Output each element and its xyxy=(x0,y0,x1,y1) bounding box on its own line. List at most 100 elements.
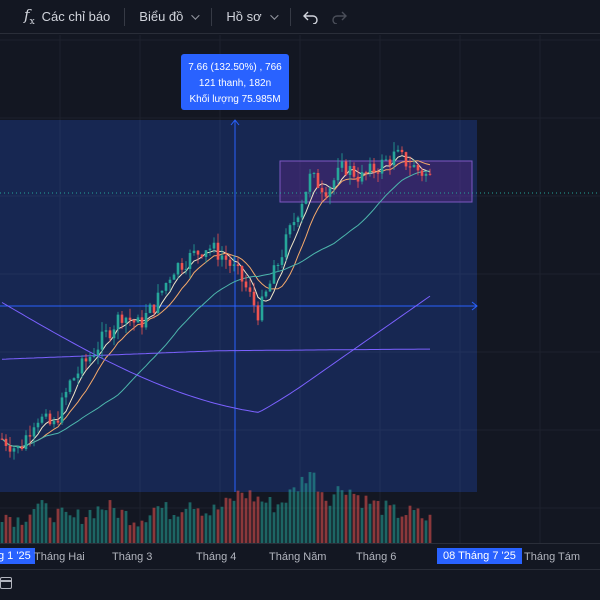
volume-bar xyxy=(8,517,12,543)
candle-body xyxy=(380,159,384,174)
volume-bar xyxy=(132,522,136,543)
candle-body xyxy=(240,266,244,282)
volume-bar xyxy=(376,500,380,543)
candle-body xyxy=(308,173,312,192)
volume-bar xyxy=(212,504,216,543)
candle-body xyxy=(52,420,56,425)
candle-body xyxy=(272,265,276,284)
candle-body xyxy=(120,314,124,323)
profile-dropdown[interactable]: Hồ sơ xyxy=(218,0,283,34)
time-label-selected: 08 Tháng 7 '25 xyxy=(437,548,522,564)
time-label-aug: Tháng Tám xyxy=(524,551,581,563)
volume-bar xyxy=(140,520,144,543)
candle-body xyxy=(428,173,432,175)
volume-bar xyxy=(156,506,160,543)
volume-bar xyxy=(88,509,92,543)
volume-bar xyxy=(264,502,268,543)
volume-bar xyxy=(72,517,76,543)
candle-body xyxy=(404,152,408,167)
candle-body xyxy=(392,151,396,166)
candle-body xyxy=(424,173,428,176)
candle-body xyxy=(292,222,296,226)
consolidation-rectangle[interactable] xyxy=(279,160,473,203)
candle-body xyxy=(84,358,88,362)
candle-body xyxy=(264,291,268,297)
profile-label: Hồ sơ xyxy=(226,9,262,24)
chevron-down-icon xyxy=(269,10,279,20)
volume-bar xyxy=(208,515,212,543)
undo-button[interactable] xyxy=(297,0,325,34)
top-toolbar: fx Các chỉ báo Biểu đồ Hồ sơ xyxy=(0,0,600,34)
candle-body xyxy=(112,329,116,339)
candle-body xyxy=(336,167,340,181)
volume-bar xyxy=(308,472,312,543)
volume-bar xyxy=(300,476,304,543)
candle-body xyxy=(340,161,344,168)
calendar-icon[interactable] xyxy=(0,577,12,589)
volume-bar xyxy=(400,516,404,543)
volume-bar xyxy=(272,512,276,543)
volume-bar xyxy=(172,514,176,543)
candle-body xyxy=(260,296,264,321)
volume-bar xyxy=(36,503,40,543)
candle-body xyxy=(24,435,28,450)
candle-body xyxy=(148,304,152,313)
candle-body xyxy=(208,248,212,251)
candle-body xyxy=(400,149,404,153)
volume-bar xyxy=(92,518,96,543)
volume-bar xyxy=(284,502,288,543)
candle-body xyxy=(348,165,352,175)
volume-bar xyxy=(380,514,384,543)
volume-bar xyxy=(184,508,188,543)
volume-bar xyxy=(248,490,252,543)
volume-bar xyxy=(104,510,108,543)
candle-body xyxy=(156,292,160,313)
volume-bar xyxy=(116,517,120,543)
volume-bar xyxy=(260,501,264,543)
volume-bar xyxy=(236,490,240,543)
candle-body xyxy=(164,282,168,291)
candle-body xyxy=(376,172,380,174)
candle-body xyxy=(416,165,420,171)
volume-bar xyxy=(112,508,116,543)
function-icon: fx xyxy=(24,6,35,27)
candle-body xyxy=(420,170,424,176)
time-label-jan: g 1 '25 xyxy=(0,548,35,564)
volume-bar xyxy=(340,490,344,543)
volume-bar xyxy=(240,492,244,543)
candle-body xyxy=(92,355,96,357)
volume-bar xyxy=(320,492,324,543)
chart-type-dropdown[interactable]: Biểu đồ xyxy=(131,0,205,34)
indicators-button[interactable]: fx Các chỉ báo xyxy=(0,0,118,34)
volume-bar xyxy=(324,500,328,543)
redo-button[interactable] xyxy=(325,0,353,34)
volume-bar xyxy=(124,510,128,543)
volume-bar xyxy=(188,502,192,543)
candle-body xyxy=(108,330,112,339)
candle-body xyxy=(388,159,392,166)
volume-bar xyxy=(244,498,248,543)
volume-bar xyxy=(0,521,4,543)
volume-bar xyxy=(204,513,208,543)
candle-body xyxy=(176,263,180,275)
candle-body xyxy=(20,446,24,450)
volume-bar xyxy=(144,522,148,543)
candle-body xyxy=(104,330,108,332)
candle-body xyxy=(212,242,216,249)
measure-change: 7.66 (132.50%) , 766 xyxy=(188,62,282,73)
time-axis[interactable]: g 1 '25 Tháng Hai Tháng 3 Tháng 4 Tháng … xyxy=(0,543,600,569)
price-chart[interactable] xyxy=(0,35,600,543)
volume-bar xyxy=(228,498,232,543)
toolbar-divider xyxy=(124,7,126,26)
candle-body xyxy=(236,264,240,267)
volume-bar xyxy=(296,491,300,543)
candle-body xyxy=(248,287,252,292)
candle-body xyxy=(8,445,12,452)
volume-bar xyxy=(404,515,408,543)
candle-body xyxy=(328,188,332,197)
candle-body xyxy=(60,397,64,423)
volume-bar xyxy=(64,511,68,543)
arrow-right-icon xyxy=(471,301,478,311)
volume-bar xyxy=(164,502,168,543)
volume-bar xyxy=(392,504,396,543)
